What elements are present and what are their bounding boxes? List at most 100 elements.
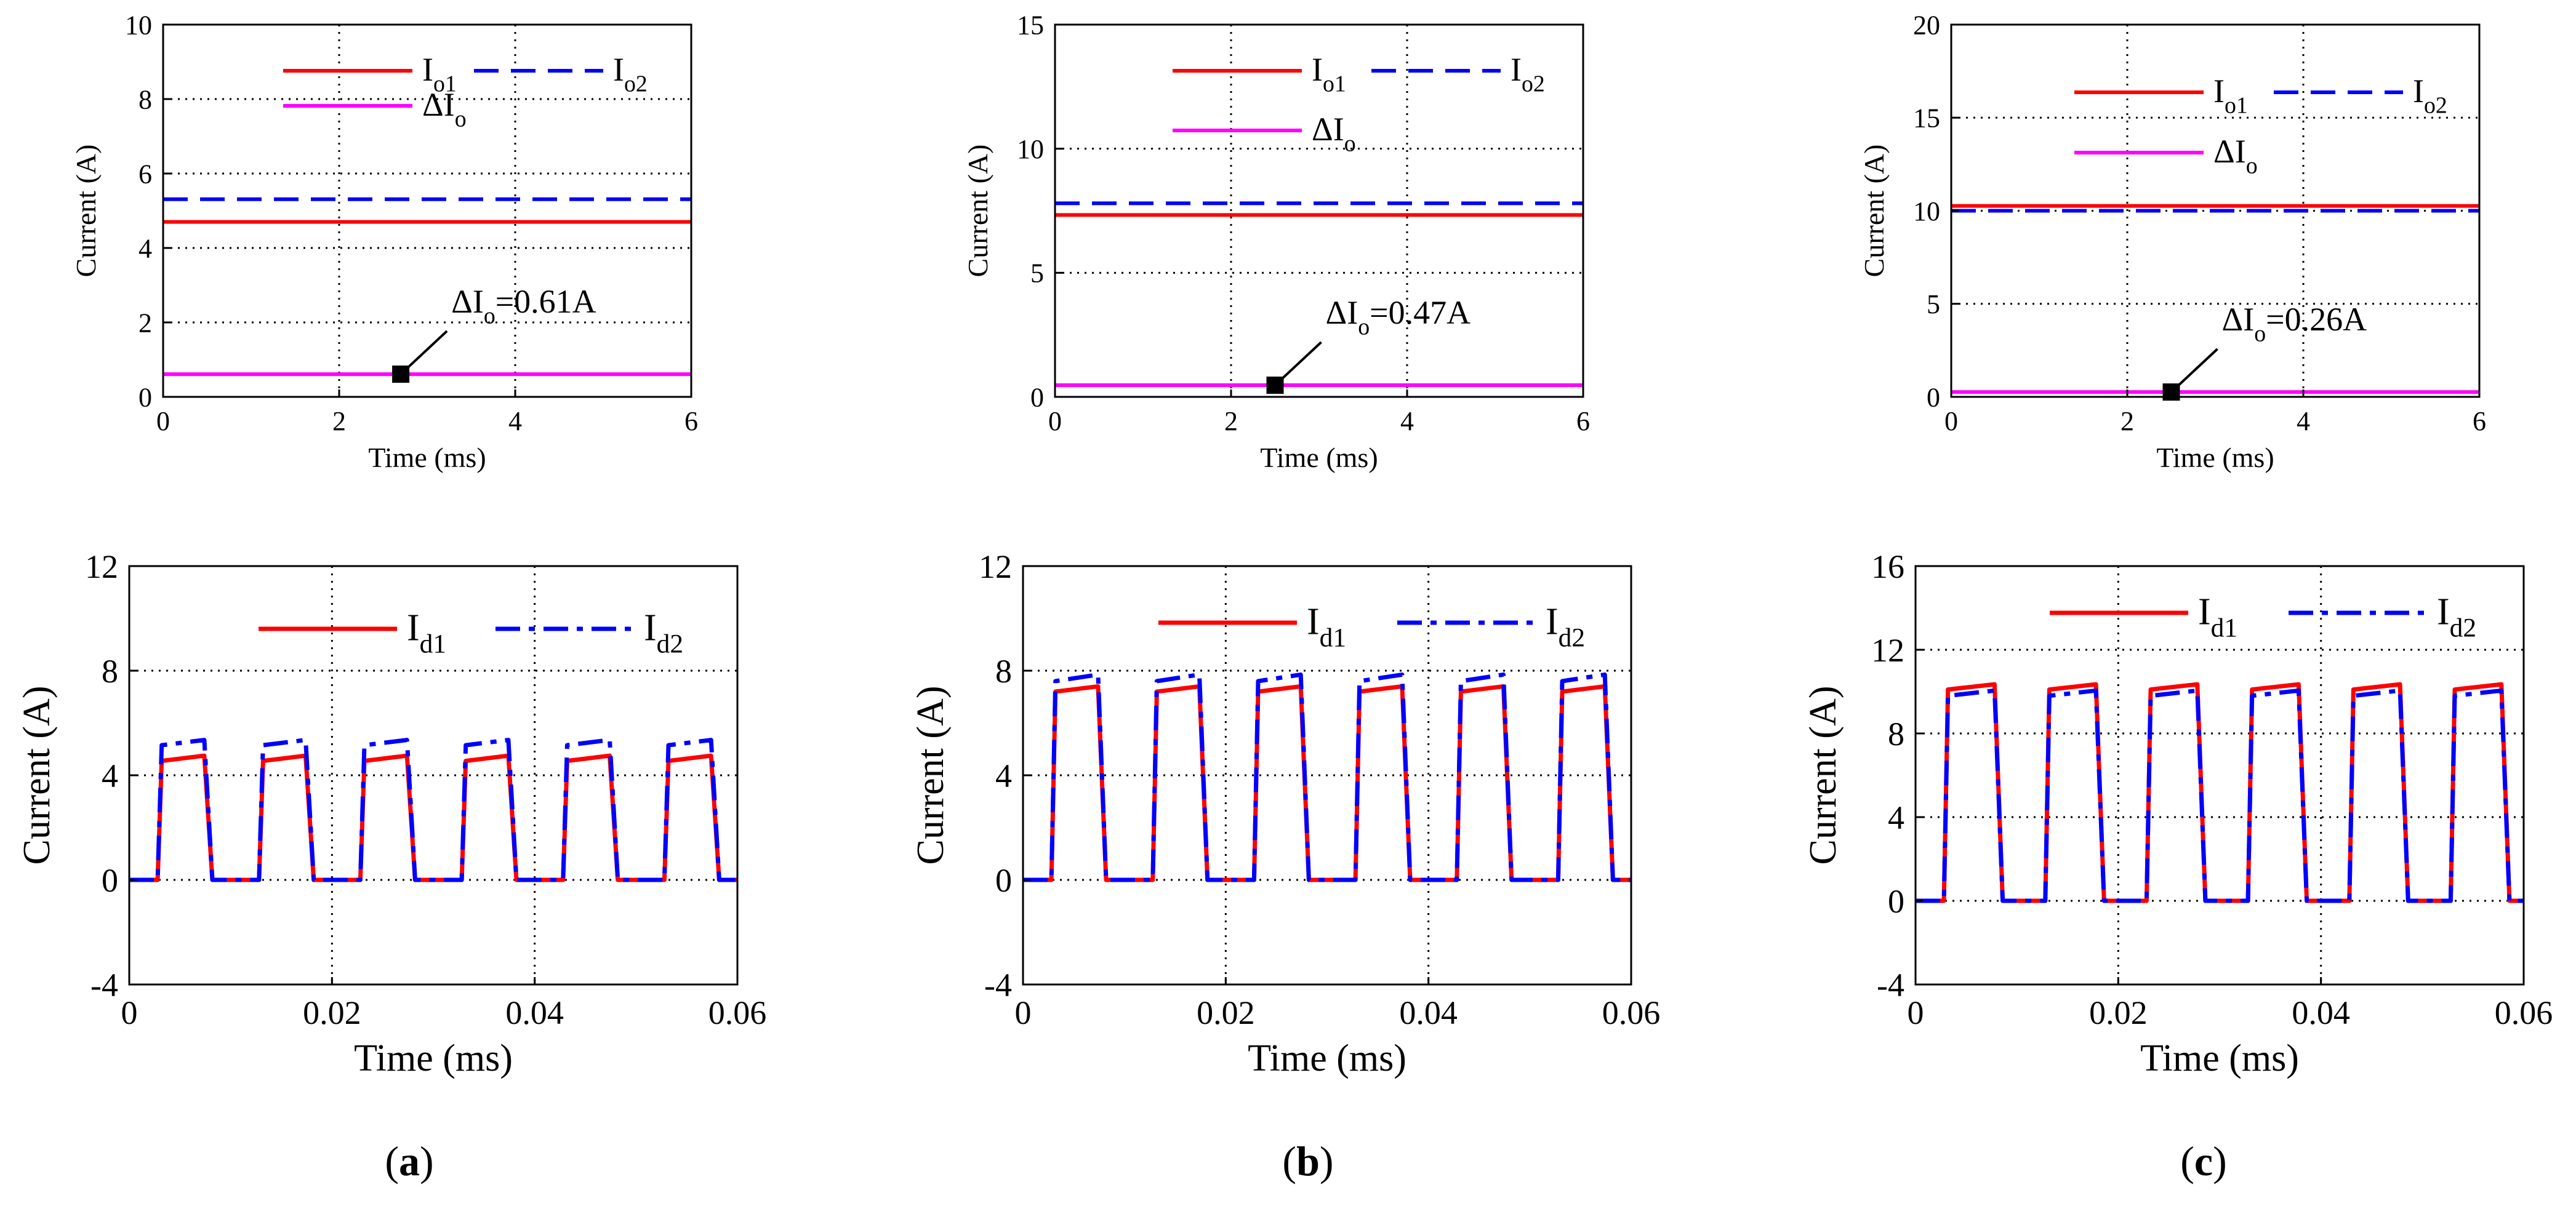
- legend-sub: d2: [657, 629, 683, 658]
- annotation-arrow: [2170, 348, 2218, 393]
- plot-frame: [162, 23, 692, 398]
- annotation-text: ΔIo=0.61A: [451, 283, 596, 329]
- x-tick-label: 4: [2297, 406, 2310, 436]
- x-tick-label: 6: [684, 406, 698, 436]
- y-tick-label: 8: [1888, 716, 1904, 753]
- y-axis-label: Current (A): [16, 686, 58, 865]
- x-tick-label: 0: [1048, 406, 1062, 436]
- y-tick-label: 0: [995, 862, 1012, 899]
- y-tick-label: -4: [90, 967, 118, 1004]
- annotation-sub: o: [484, 303, 496, 329]
- panel-label-a: (a): [385, 1138, 433, 1184]
- x-axis-label: Time (ms): [2140, 1037, 2299, 1079]
- y-tick-label: 4: [995, 757, 1012, 794]
- legend-main: ΔI: [422, 86, 455, 123]
- x-tick-label: 6: [2473, 406, 2486, 436]
- series-Id1: [129, 753, 737, 882]
- x-tick-label: 0.04: [2292, 994, 2350, 1031]
- annotation-arrow: [399, 330, 448, 375]
- y-tick-label: 0: [1927, 382, 1940, 412]
- legend-main: I: [2413, 73, 2424, 110]
- y-tick-label: 8: [138, 84, 152, 114]
- annotation-value: =0.47A: [1370, 294, 1471, 331]
- x-axis-label: Time (ms): [1248, 1037, 1406, 1079]
- legend-main: I: [407, 607, 420, 649]
- legend-sub: d2: [2450, 613, 2476, 642]
- y-tick-label: 4: [138, 233, 152, 263]
- y-tick-label: 2: [138, 308, 152, 338]
- y-tick-label: 0: [138, 382, 152, 412]
- series-Id2: [1023, 672, 1631, 882]
- annotation-main: ΔI: [2222, 301, 2255, 338]
- x-tick-label: 0.06: [2495, 994, 2553, 1031]
- legend-sub: o: [2246, 153, 2258, 178]
- y-tick-label: 8: [102, 653, 118, 690]
- x-tick-label: 6: [1576, 406, 1590, 436]
- y-tick-label: 10: [1017, 134, 1044, 164]
- y-tick-label: -4: [984, 967, 1012, 1004]
- legend-sub: o2: [624, 71, 648, 97]
- plot-frame: [1054, 23, 1584, 398]
- legend-label-Io1: Io1: [1312, 51, 1346, 97]
- legend-label-Io2: Io2: [2413, 73, 2447, 118]
- panel-label-b: (b): [1282, 1138, 1333, 1184]
- series-Id1: [1023, 684, 1631, 882]
- y-axis-label: Current (A): [1802, 686, 1844, 865]
- annotation-text: ΔIo=0.47A: [1326, 294, 1471, 340]
- legend-label-Id1: Id1: [407, 607, 446, 659]
- x-tick-label: 0.04: [1399, 994, 1458, 1031]
- legend-label-Id1: Id1: [1307, 601, 1346, 653]
- annotation-value: =0.26A: [2266, 301, 2367, 338]
- y-tick-label: 8: [995, 653, 1012, 690]
- y-tick-label: 20: [1913, 10, 1940, 40]
- legend-main: ΔI: [1312, 111, 1344, 148]
- x-axis-label: Time (ms): [2156, 442, 2274, 473]
- x-tick-label: 4: [508, 406, 522, 436]
- panel-label-c: (c): [2180, 1138, 2227, 1184]
- legend-sub: d1: [2211, 613, 2237, 642]
- x-axis-label: Time (ms): [368, 442, 486, 473]
- legend-sub: d1: [1320, 623, 1346, 652]
- x-tick-label: 4: [1400, 406, 1414, 436]
- annotation-main: ΔI: [451, 283, 484, 320]
- y-tick-label: 4: [102, 757, 118, 794]
- legend-sub: o1: [433, 71, 457, 97]
- legend-main: ΔI: [2213, 133, 2246, 170]
- legend-sub: o: [455, 106, 467, 132]
- legend-sub: o: [1344, 130, 1356, 156]
- x-tick-label: 0: [1015, 994, 1032, 1031]
- annotation-sub: o: [2254, 321, 2266, 346]
- x-axis-label: Time (ms): [1260, 442, 1378, 473]
- annotation-text: ΔIo=0.26A: [2222, 301, 2367, 346]
- legend-sub: o2: [2424, 92, 2447, 118]
- series-Id1: [1916, 682, 2524, 903]
- legend-label-Io1: Io1: [2213, 73, 2248, 118]
- y-tick-label: 12: [1871, 632, 1904, 669]
- legend-label-Io1: Io1: [422, 51, 457, 97]
- annotation-value: =0.61A: [496, 283, 596, 320]
- series-Id2: [1916, 688, 2524, 903]
- x-tick-label: 0: [1944, 406, 1958, 436]
- legend-label-ΔIo: ΔIo: [2213, 133, 2258, 178]
- y-tick-label: -4: [1877, 967, 1904, 1004]
- legend-main: I: [422, 51, 433, 88]
- annotation-arrow: [1274, 341, 1322, 386]
- legend-sub: d1: [420, 629, 446, 658]
- y-axis-label: Current (A): [910, 686, 952, 865]
- y-tick-label: 6: [138, 159, 152, 189]
- y-tick-label: 0: [1030, 382, 1044, 412]
- y-tick-label: 0: [1888, 883, 1904, 920]
- y-tick-label: 10: [1913, 196, 1940, 226]
- y-tick-label: 5: [1030, 258, 1044, 289]
- plot-frame: [1914, 565, 2525, 986]
- y-tick-label: 0: [102, 862, 118, 899]
- x-tick-label: 0.02: [1197, 994, 1255, 1031]
- annotation-main: ΔI: [1326, 294, 1358, 331]
